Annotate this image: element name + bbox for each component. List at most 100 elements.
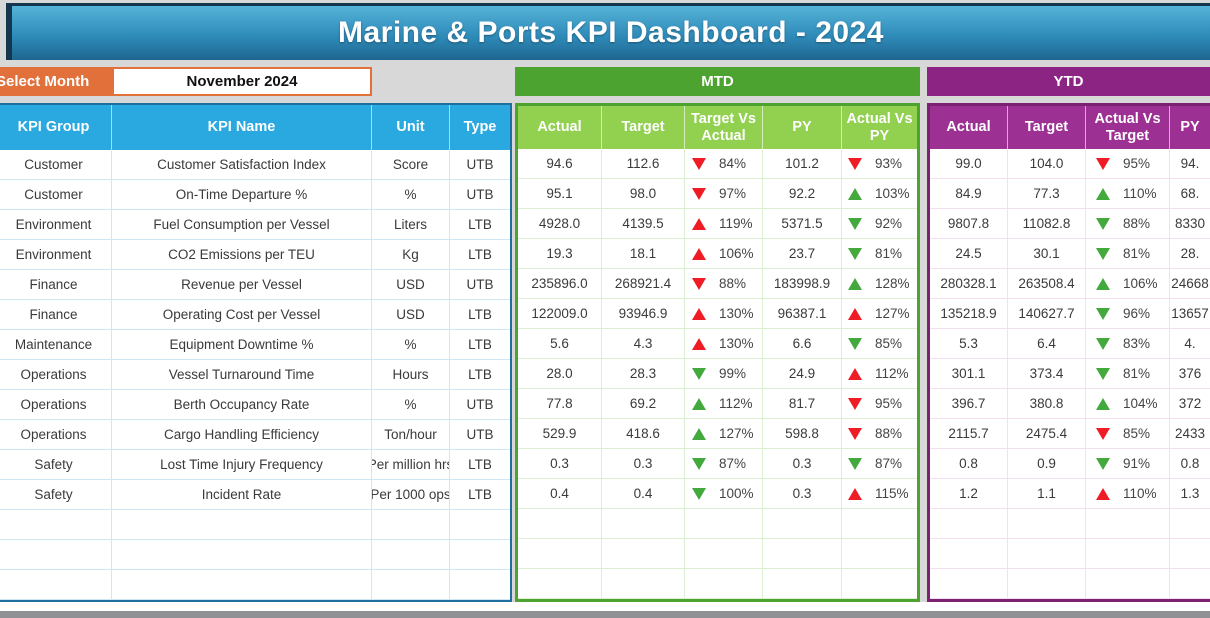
up-arrow-icon — [848, 367, 862, 380]
empty-cell — [842, 509, 917, 539]
mtd-target-cell: 4139.5 — [602, 209, 685, 239]
mtd-target-vs-actual-cell: 106% — [685, 239, 763, 269]
up-arrow-icon — [848, 277, 862, 290]
percentage-value: 95% — [875, 396, 903, 411]
mtd-actual-vs-py-cell: 95% — [842, 389, 917, 419]
up-arrow-icon — [692, 337, 706, 350]
ytd-actual-vs-target-cell: 106% — [1086, 269, 1170, 299]
kpi-unit-cell: Hours — [372, 360, 450, 390]
header-kpi-group: KPI Group — [0, 105, 112, 150]
kpi-group-cell: Finance — [0, 300, 112, 330]
kpi-name-cell: Vessel Turnaround Time — [112, 360, 372, 390]
mtd-target-cell: 0.4 — [602, 479, 685, 509]
horizontal-scrollbar[interactable] — [0, 611, 1210, 618]
empty-cell — [518, 569, 602, 599]
empty-cell — [602, 509, 685, 539]
kpi-name-cell: Fuel Consumption per Vessel — [112, 210, 372, 240]
ytd-actual-vs-target-cell: 110% — [1086, 479, 1170, 509]
percentage-value: 81% — [1123, 366, 1151, 381]
mtd-actual-vs-py-cell: 127% — [842, 299, 917, 329]
mtd-actual-cell: 19.3 — [518, 239, 602, 269]
kpi-type-cell: LTB — [450, 360, 510, 390]
mtd-actual-vs-py-cell: 85% — [842, 329, 917, 359]
ytd-py-cell: 68. — [1170, 179, 1210, 209]
empty-cell — [685, 539, 763, 569]
ytd-actual-vs-target-cell: 85% — [1086, 419, 1170, 449]
empty-cell — [0, 540, 112, 570]
mtd-actual-cell: 0.3 — [518, 449, 602, 479]
up-arrow-icon — [692, 217, 706, 230]
down-arrow-icon — [1096, 457, 1110, 470]
percentage-value: 87% — [719, 456, 747, 471]
percentage-value: 104% — [1123, 396, 1158, 411]
empty-cell — [842, 539, 917, 569]
down-arrow-icon — [1096, 307, 1110, 320]
kpi-type-cell: LTB — [450, 300, 510, 330]
kpi-unit-cell: % — [372, 330, 450, 360]
select-month-label-text: Select Month — [0, 73, 90, 90]
kpi-name-cell: Equipment Downtime % — [112, 330, 372, 360]
header-kpi-name: KPI Name — [112, 105, 372, 150]
percentage-value: 83% — [1123, 336, 1151, 351]
mtd-target-vs-actual-cell: 112% — [685, 389, 763, 419]
month-dropdown[interactable]: November 2024 — [112, 67, 372, 96]
mtd-actual-vs-py-cell: 81% — [842, 239, 917, 269]
ytd-actual-vs-target-cell: 91% — [1086, 449, 1170, 479]
mtd-target-vs-actual-cell: 97% — [685, 179, 763, 209]
kpi-group-cell: Customer — [0, 150, 112, 180]
kpi-name-cell: Customer Satisfaction Index — [112, 150, 372, 180]
empty-cell — [1086, 509, 1170, 539]
ytd-actual-vs-target-cell: 110% — [1086, 179, 1170, 209]
ytd-section-label: YTD — [1053, 73, 1084, 90]
empty-cell — [685, 509, 763, 539]
ytd-py-cell: 0.8 — [1170, 449, 1210, 479]
empty-cell — [930, 539, 1008, 569]
empty-cell — [602, 569, 685, 599]
ytd-target-cell: 2475.4 — [1008, 419, 1086, 449]
percentage-value: 119% — [719, 216, 753, 231]
percentage-value: 88% — [1123, 216, 1151, 231]
empty-cell — [1170, 509, 1210, 539]
kpi-unit-cell: Per 1000 ops — [372, 480, 450, 510]
mtd-py-cell: 5371.5 — [763, 209, 842, 239]
ytd-actual-vs-target-cell: 81% — [1086, 359, 1170, 389]
up-arrow-icon — [1096, 397, 1110, 410]
kpi-group-cell: Safety — [0, 450, 112, 480]
ytd-actual-cell: 396.7 — [930, 389, 1008, 419]
down-arrow-icon — [1096, 157, 1110, 170]
kpi-unit-cell: Score — [372, 150, 450, 180]
mtd-table: Actual Target Target Vs Actual PY Actual… — [515, 103, 920, 602]
empty-cell — [0, 510, 112, 540]
empty-cell — [930, 509, 1008, 539]
header-mtd-actual: Actual — [518, 106, 602, 149]
percentage-value: 130% — [719, 306, 754, 321]
empty-cell — [602, 539, 685, 569]
ytd-actual-vs-target-cell: 96% — [1086, 299, 1170, 329]
percentage-value: 99% — [719, 366, 747, 381]
percentage-value: 92% — [875, 216, 903, 231]
empty-cell — [763, 509, 842, 539]
ytd-py-cell: 4. — [1170, 329, 1210, 359]
empty-cell — [763, 569, 842, 599]
mtd-actual-cell: 4928.0 — [518, 209, 602, 239]
kpi-name-cell: Revenue per Vessel — [112, 270, 372, 300]
ytd-table: Actual Target Actual Vs Target PY 99.0 10… — [927, 103, 1210, 602]
empty-cell — [112, 570, 372, 600]
kpi-type-cell: LTB — [450, 240, 510, 270]
mtd-actual-vs-py-cell: 87% — [842, 449, 917, 479]
down-arrow-icon — [692, 157, 706, 170]
down-arrow-icon — [1096, 217, 1110, 230]
mtd-py-cell: 598.8 — [763, 419, 842, 449]
kpi-name-cell: Berth Occupancy Rate — [112, 390, 372, 420]
kpi-type-cell: UTB — [450, 180, 510, 210]
kpi-unit-cell: % — [372, 180, 450, 210]
ytd-target-cell: 373.4 — [1008, 359, 1086, 389]
header-type: Type — [450, 105, 510, 150]
mtd-target-vs-actual-cell: 130% — [685, 329, 763, 359]
header-ytd-actual: Actual — [930, 106, 1008, 149]
down-arrow-icon — [692, 457, 706, 470]
empty-cell — [372, 570, 450, 600]
down-arrow-icon — [1096, 247, 1110, 260]
percentage-value: 115% — [875, 486, 909, 501]
ytd-target-cell: 11082.8 — [1008, 209, 1086, 239]
